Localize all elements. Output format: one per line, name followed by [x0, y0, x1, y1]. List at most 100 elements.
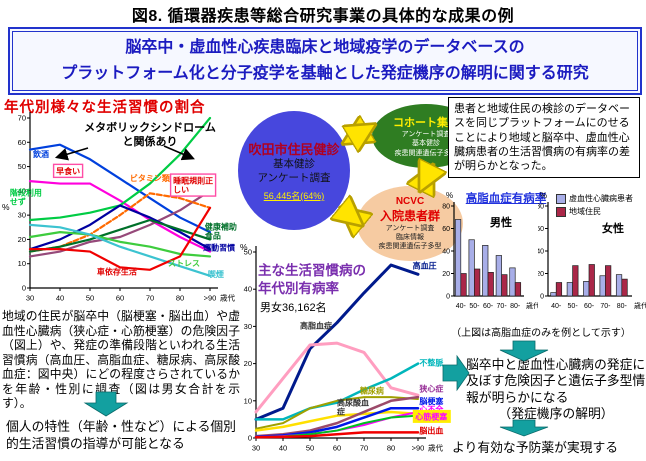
svg-text:睡眠規則正しい: 睡眠規則正しい	[173, 176, 213, 195]
hyperlipidemia-bar-chart-male: 0 20 40 60 80% 40- 50- 60- 70- 80- 歳代 男性	[442, 192, 538, 310]
svg-text:50: 50	[244, 248, 252, 257]
svg-text:40: 40	[56, 294, 64, 303]
svg-text:50-: 50-	[469, 303, 480, 310]
svg-text:%: %	[540, 192, 547, 200]
svg-text:男性: 男性	[490, 215, 512, 229]
example-note-text: （上図は高脂血症のみを例として示す）	[451, 328, 631, 339]
svg-text:運動習慣: 運動習慣	[203, 242, 235, 252]
cohort-line2: 基本健診	[412, 140, 440, 148]
svg-text:0: 0	[446, 294, 450, 301]
svg-text:70-: 70-	[497, 303, 508, 310]
left-conclusion-text: 個人の特性（年齢・性など）による個別的生活習慣の指導が可能となる	[6, 419, 236, 451]
svg-text:40: 40	[18, 186, 26, 195]
svg-text:ビタミン類: ビタミン類	[130, 173, 171, 183]
banner-line2: プラットフォーム化と分子疫学を基軸とした発症機序の解明に関する研究	[61, 64, 589, 82]
arrow-suita-cohort	[349, 128, 369, 140]
ncvc-inpatient-ellipse: NCVC 入院患者群 アンケート調査 臨床情報 疾患関連遺伝子多型	[357, 186, 463, 261]
svg-text:70: 70	[18, 114, 26, 123]
svg-text:50: 50	[306, 444, 314, 453]
disease-chart-title: 主な生活習慣病の年代別有病率	[258, 263, 366, 296]
svg-text:0: 0	[540, 294, 544, 301]
outcome1-body: 脳卒中と虚血性心臓病の発症に及ぼす危険因子と遺伝子多型情報が明らかになる	[466, 357, 646, 405]
lifestyle-habits-line-chart: 0 10 20 30 40 50 60 70 30 40 50 60 70 80 >90% 歳代 飲酒早食い階段…	[2, 112, 237, 303]
svg-text:60-: 60-	[483, 303, 494, 310]
svg-text:不整脈: 不整脈	[419, 357, 443, 367]
svg-text:80: 80	[176, 294, 184, 303]
svg-text:ストレス: ストレス	[168, 259, 200, 268]
outcome1-sub: （発症機序の解明）	[498, 406, 614, 422]
research-title-text: 脳卒中・虚血性心疾患臨床と地域疫学のデータベースの プラットフォーム化と分子疫学…	[12, 31, 638, 92]
disease-prevalence-line-chart: 0 10 20 30 40 50 30 40 50 60 70 80 >90% 歳代 高血圧高脂血症不整脈糖…	[240, 242, 451, 453]
svg-text:30: 30	[252, 444, 260, 453]
research-title-banner: 脳卒中・虚血性心疾患臨床と地域疫学のデータベースの プラットフォーム化と分子疫学…	[8, 27, 642, 96]
legend-swatch-patients	[556, 193, 566, 204]
metabolic-syndrome-annotation: メタボリックシンドロームと関係あり	[84, 122, 216, 148]
svg-text:50: 50	[18, 162, 26, 171]
svg-text:60: 60	[442, 226, 450, 233]
svg-text:健康補助食品: 健康補助食品	[205, 222, 237, 241]
legend-swatch-residents	[556, 206, 566, 217]
svg-text:60: 60	[333, 444, 341, 453]
svg-text:20: 20	[442, 271, 450, 278]
legend-label-residents: 地域住民	[569, 207, 601, 216]
svg-text:%: %	[240, 242, 248, 252]
outcome-prevention-text: より有効な予防薬が実現する	[452, 440, 619, 455]
svg-text:80-: 80-	[617, 303, 628, 310]
svg-text:歳代: 歳代	[526, 301, 538, 310]
svg-text:%: %	[446, 192, 453, 200]
svg-text:40: 40	[442, 249, 450, 256]
svg-text:40: 40	[538, 249, 544, 256]
cohort-line3: 疾患関連遺伝子多型	[394, 149, 458, 157]
svg-text:歳代: 歳代	[428, 443, 443, 453]
ncvc-line3: 疾患関連遺伝子多型	[378, 243, 442, 251]
svg-text:60: 60	[18, 138, 26, 147]
ncvc-title2: 入院患者群	[379, 208, 440, 223]
banner-line1: 脳卒中・虚血性心疾患臨床と地域疫学のデータベースの	[125, 39, 525, 56]
outcome-risk-factors-text: 脳卒中と虚血性心臓病の発症に及ぼす危険因子と遺伝子多型情報が明らかになる （発症…	[466, 357, 646, 423]
suita-line1: 基本健診	[273, 157, 315, 170]
svg-text:階段利用せず: 階段利用せず	[10, 188, 42, 207]
svg-text:50: 50	[86, 294, 94, 303]
svg-text:心不全: 心不全	[419, 404, 444, 414]
svg-text:40: 40	[244, 285, 252, 294]
svg-text:>90: >90	[204, 294, 217, 303]
svg-text:狭心症: 狭心症	[418, 384, 443, 394]
svg-text:女性: 女性	[602, 221, 624, 235]
svg-text:歳代: 歳代	[634, 301, 646, 310]
svg-text:飲酒: 飲酒	[32, 149, 49, 159]
svg-text:10: 10	[244, 396, 252, 405]
svg-text:脳出血: 脳出血	[418, 426, 443, 436]
svg-text:30: 30	[26, 294, 34, 303]
svg-text:歳代: 歳代	[220, 293, 235, 303]
svg-text:心筋梗塞: 心筋梗塞	[415, 411, 448, 421]
suita-citizen-checkup-circle: 吹田市住民健診 基本健診 アンケート調査 56,445名(64%)	[238, 111, 350, 230]
svg-text:早食い: 早食い	[56, 166, 80, 176]
ncvc-line2: 臨床情報	[396, 233, 424, 241]
svg-text:%: %	[2, 202, 10, 212]
svg-text:20: 20	[244, 359, 252, 368]
svg-text:60: 60	[116, 294, 124, 303]
svg-text:高脂血症: 高脂血症	[300, 320, 332, 330]
arrow-suita-ncvc	[346, 212, 357, 221]
svg-text:80: 80	[387, 444, 395, 453]
suita-count: 56,445名(64%)	[263, 191, 325, 202]
suita-line2: アンケート調査	[257, 171, 331, 184]
svg-text:30: 30	[18, 211, 26, 220]
legend-ischemic-patients: 虚血性心臓病患者	[556, 193, 633, 204]
svg-text:80-: 80-	[510, 303, 521, 310]
survey-description-paragraph: 地域の住民が脳卒中（脳梗塞・脳出血）や虚血性心臓病（狭心症・心筋梗塞）の危険因子…	[2, 309, 240, 410]
svg-text:脳梗塞: 脳梗塞	[418, 396, 444, 406]
svg-text:0: 0	[248, 434, 252, 443]
figure-title: 図8. 循環器疾患等総合研究事業の具体的な成果の例	[131, 8, 515, 25]
svg-text:20: 20	[538, 271, 544, 278]
hyperlipidemia-bar-chart-female: 0 20 40 60 80% 40- 50- 60- 70- 80- 歳代 女性	[538, 192, 646, 310]
ncvc-line1: アンケート調査	[385, 224, 435, 232]
svg-text:80: 80	[442, 204, 450, 211]
svg-text:20: 20	[18, 235, 26, 244]
svg-text:10: 10	[18, 259, 26, 268]
cohort-title: コホート集団	[393, 116, 459, 129]
svg-text:>90: >90	[412, 444, 425, 453]
cohort-line1: アンケート調査	[401, 130, 451, 138]
ncvc-title1: NCVC	[395, 195, 425, 207]
